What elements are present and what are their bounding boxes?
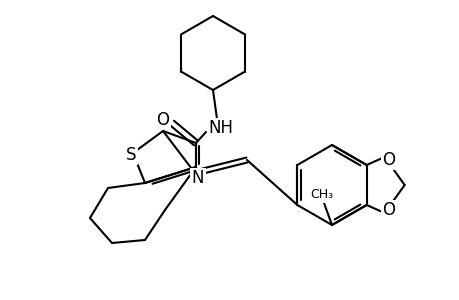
Text: O: O [381,201,394,219]
Text: S: S [125,146,136,164]
Text: O: O [381,151,394,169]
Text: N: N [191,169,204,187]
Text: NH: NH [208,119,233,137]
Text: CH₃: CH₃ [310,188,333,202]
Text: O: O [156,111,169,129]
